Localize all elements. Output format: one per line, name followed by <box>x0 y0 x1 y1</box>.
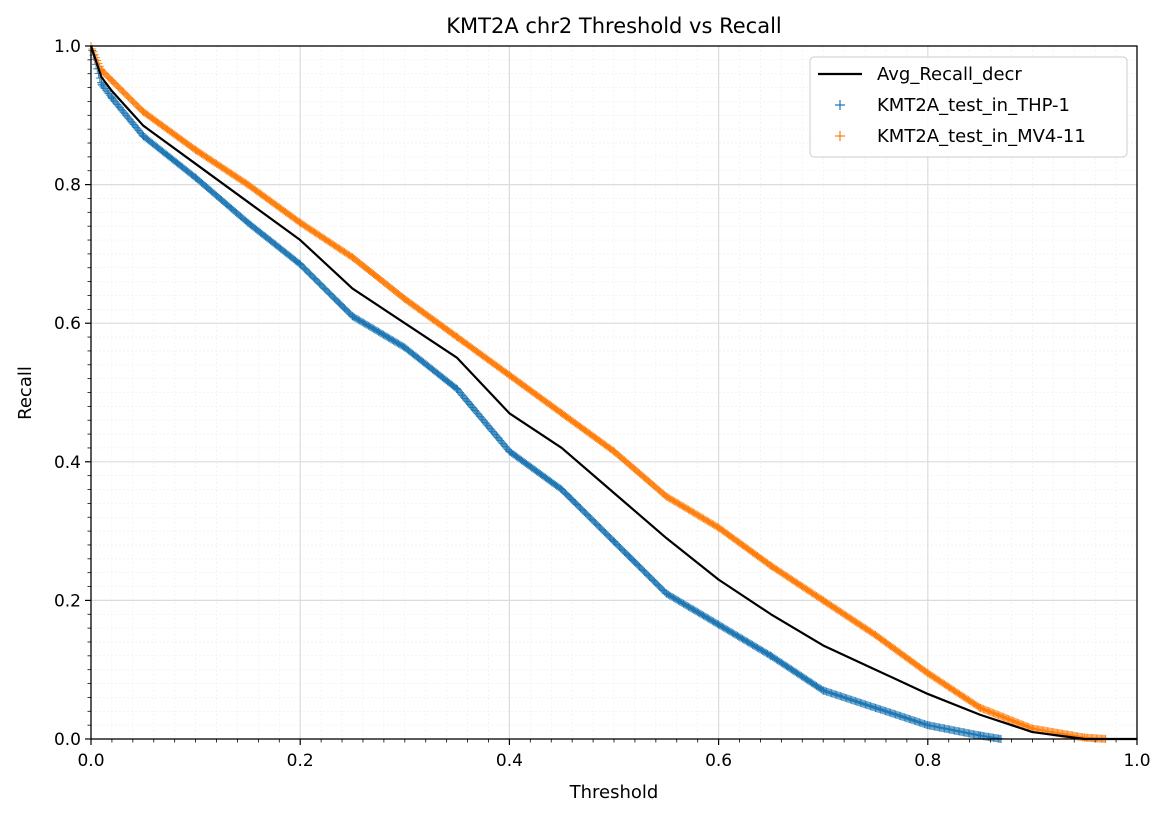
data-point <box>505 371 514 380</box>
data-point <box>139 132 148 141</box>
data-point <box>107 76 116 85</box>
data-point <box>557 409 566 418</box>
data-point <box>766 651 775 660</box>
data-point <box>923 721 932 730</box>
data-point <box>662 589 671 598</box>
x-tick-label: 1.0 <box>1123 751 1150 771</box>
legend-label: KMT2A_test_in_MV4-11 <box>877 126 1086 147</box>
data-point <box>191 145 200 154</box>
data-point <box>243 180 252 189</box>
legend-label: Avg_Recall_decr <box>877 64 1022 85</box>
data-point <box>766 561 775 570</box>
legend-swatch-marker <box>835 131 845 141</box>
data-point <box>243 218 252 227</box>
legend-entry: KMT2A_test_in_THP-1 <box>835 95 1070 116</box>
data-point <box>191 173 200 182</box>
data-point <box>296 218 305 227</box>
x-tick-label: 0.0 <box>77 751 104 771</box>
data-point <box>976 703 985 712</box>
data-point <box>400 343 409 352</box>
y-tick-label: 0.6 <box>54 314 81 334</box>
data-point <box>97 80 106 89</box>
grid <box>91 46 1137 739</box>
data-point <box>923 669 932 678</box>
data-point <box>505 447 514 456</box>
data-point <box>296 260 305 269</box>
data-point <box>976 731 985 740</box>
data-point <box>819 686 828 695</box>
data-point <box>714 620 723 629</box>
data-point <box>139 107 148 116</box>
legend-entry: Avg_Recall_decr <box>818 64 1022 85</box>
y-tick-label: 1.0 <box>54 37 81 57</box>
axis-ticks: 0.0 0.2 0.4 0.6 0.8 1.0 0.0 0.2 0.4 0.6 0.8 1.0 <box>54 37 1151 771</box>
data-point <box>819 596 828 605</box>
y-axis-label: Recall <box>15 366 36 420</box>
legend-entry: KMT2A_test_in_MV4-11 <box>835 126 1086 147</box>
data-point <box>400 294 409 303</box>
data-point <box>871 631 880 640</box>
legend-label: KMT2A_test_in_THP-1 <box>877 95 1070 116</box>
x-tick-label: 0.4 <box>496 751 523 771</box>
data-point <box>662 492 671 501</box>
y-tick-label: 0.0 <box>54 730 81 750</box>
legend: Avg_Recall_decr KMT2A_test_in_THP-1 KMT2A_… <box>809 56 1128 158</box>
x-tick-label: 0.6 <box>705 751 732 771</box>
x-axis-label: Threshold <box>569 782 659 803</box>
data-point <box>557 485 566 494</box>
data-point <box>107 93 116 102</box>
data-point <box>714 523 723 532</box>
chart-title: KMT2A chr2 Threshold vs Recall <box>446 14 782 38</box>
data-point <box>453 333 462 342</box>
data-point <box>453 385 462 394</box>
y-tick-label: 0.2 <box>54 591 81 611</box>
data-point <box>610 447 618 456</box>
legend-swatch-marker <box>835 100 845 110</box>
data-point <box>348 253 357 262</box>
x-tick-label: 0.8 <box>914 751 941 771</box>
legend-box <box>809 56 1128 158</box>
data-point <box>610 537 618 546</box>
y-tick-label: 0.4 <box>54 453 81 473</box>
data-point <box>871 703 880 712</box>
data-point <box>348 312 357 321</box>
x-tick-label: 0.2 <box>287 751 314 771</box>
y-tick-label: 0.8 <box>54 176 81 196</box>
